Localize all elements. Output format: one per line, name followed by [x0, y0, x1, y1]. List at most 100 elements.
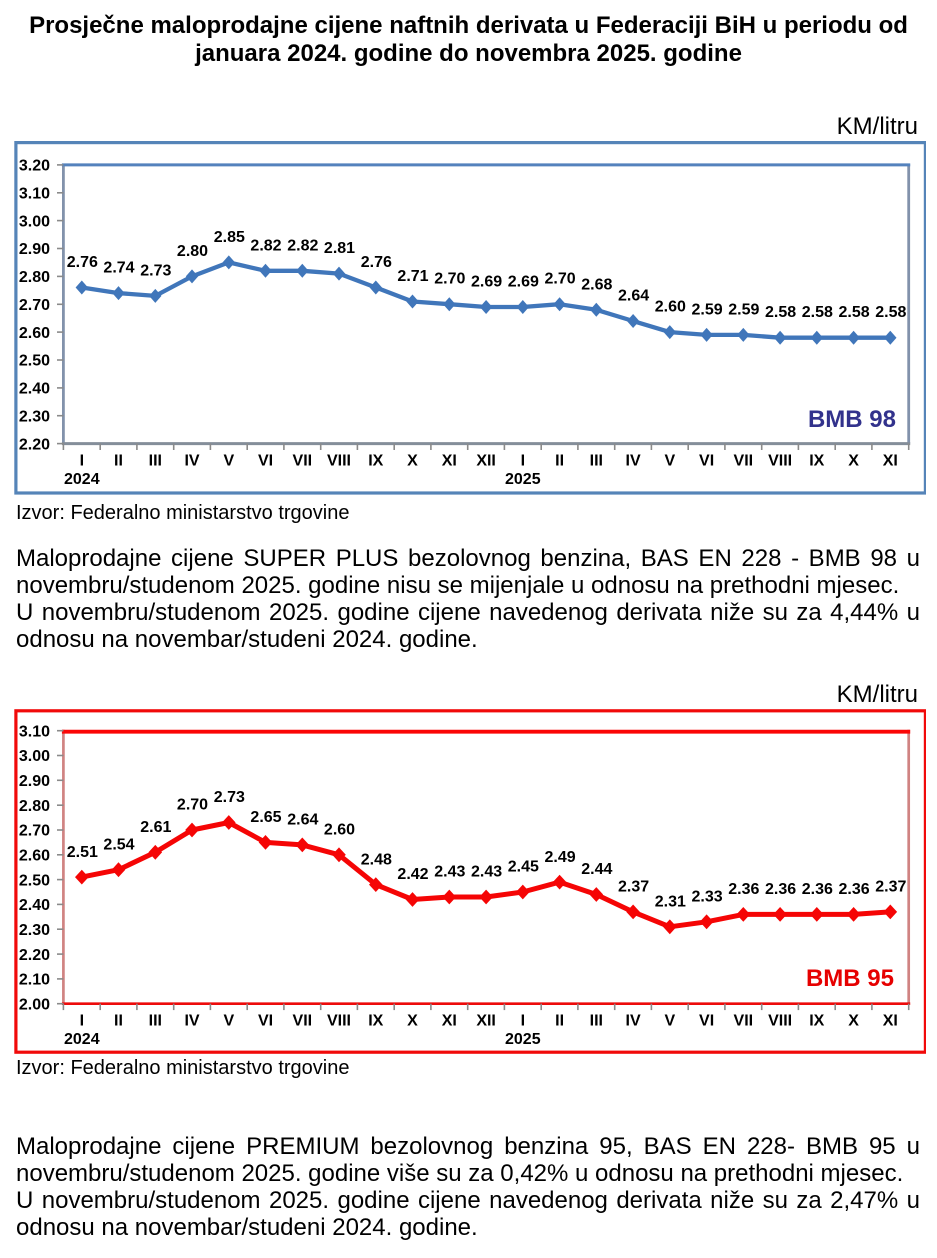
- svg-text:2025: 2025: [505, 1031, 541, 1048]
- svg-text:2.49: 2.49: [545, 849, 576, 866]
- svg-text:2.36: 2.36: [728, 881, 759, 898]
- svg-text:2.50: 2.50: [19, 872, 50, 889]
- svg-text:2.73: 2.73: [214, 789, 245, 806]
- svg-text:2.30: 2.30: [19, 408, 50, 425]
- svg-text:BMB 98: BMB 98: [808, 406, 896, 433]
- svg-text:VI: VI: [699, 1013, 714, 1030]
- svg-text:VIII: VIII: [768, 453, 792, 470]
- svg-text:2.48: 2.48: [361, 851, 392, 868]
- svg-text:2.42: 2.42: [397, 866, 428, 883]
- svg-text:XI: XI: [883, 1013, 898, 1030]
- svg-text:II: II: [555, 1013, 564, 1030]
- svg-text:VI: VI: [258, 1013, 273, 1030]
- svg-text:BMB 95: BMB 95: [806, 965, 894, 992]
- svg-text:XI: XI: [883, 453, 898, 470]
- svg-text:I: I: [80, 453, 84, 470]
- svg-text:2.36: 2.36: [765, 881, 796, 898]
- svg-text:IX: IX: [809, 453, 824, 470]
- svg-text:V: V: [664, 1013, 675, 1030]
- svg-text:2.80: 2.80: [177, 243, 208, 260]
- svg-text:2.70: 2.70: [545, 271, 576, 288]
- svg-text:2.70: 2.70: [19, 823, 50, 840]
- svg-text:X: X: [848, 1013, 859, 1030]
- svg-text:2.50: 2.50: [19, 353, 50, 370]
- svg-text:X: X: [407, 1013, 418, 1030]
- svg-text:2.60: 2.60: [324, 822, 355, 839]
- svg-text:2.44: 2.44: [581, 861, 612, 878]
- svg-text:XII: XII: [476, 1013, 496, 1030]
- svg-text:2.74: 2.74: [103, 260, 134, 277]
- svg-text:IV: IV: [184, 1013, 199, 1030]
- svg-text:V: V: [223, 453, 234, 470]
- svg-text:2.70: 2.70: [19, 297, 50, 314]
- svg-text:XII: XII: [476, 453, 496, 470]
- svg-text:2.80: 2.80: [19, 798, 50, 815]
- svg-text:VIII: VIII: [327, 1013, 351, 1030]
- svg-text:2.43: 2.43: [471, 864, 502, 881]
- svg-text:2.73: 2.73: [140, 262, 171, 279]
- svg-text:VII: VII: [734, 1013, 754, 1030]
- svg-text:V: V: [664, 453, 675, 470]
- svg-text:2.43: 2.43: [434, 864, 465, 881]
- svg-text:III: III: [149, 453, 162, 470]
- svg-text:2.61: 2.61: [140, 819, 171, 836]
- svg-text:2.80: 2.80: [19, 269, 50, 286]
- svg-text:VI: VI: [258, 453, 273, 470]
- svg-text:XI: XI: [442, 1013, 457, 1030]
- svg-text:2.71: 2.71: [397, 268, 428, 285]
- svg-text:2.40: 2.40: [19, 897, 50, 914]
- svg-text:IX: IX: [809, 1013, 824, 1030]
- svg-text:3.20: 3.20: [19, 158, 50, 175]
- svg-text:IX: IX: [368, 1013, 383, 1030]
- svg-text:2.85: 2.85: [214, 229, 245, 246]
- svg-text:VI: VI: [699, 453, 714, 470]
- svg-text:2.60: 2.60: [655, 299, 686, 316]
- svg-text:2.00: 2.00: [19, 996, 50, 1013]
- svg-text:2024: 2024: [64, 471, 100, 488]
- svg-text:II: II: [555, 453, 564, 470]
- svg-text:I: I: [80, 1013, 84, 1030]
- svg-text:2.36: 2.36: [839, 881, 870, 898]
- svg-text:VIII: VIII: [327, 453, 351, 470]
- svg-text:I: I: [521, 453, 525, 470]
- svg-text:2.76: 2.76: [361, 254, 392, 271]
- svg-text:2.20: 2.20: [19, 436, 50, 453]
- svg-text:2.69: 2.69: [471, 274, 502, 291]
- svg-text:2.70: 2.70: [434, 271, 465, 288]
- svg-text:II: II: [114, 1013, 123, 1030]
- svg-text:VII: VII: [293, 453, 313, 470]
- svg-text:VIII: VIII: [768, 1013, 792, 1030]
- svg-text:2024: 2024: [64, 1031, 100, 1048]
- svg-text:2.90: 2.90: [19, 241, 50, 258]
- svg-text:3.10: 3.10: [19, 723, 50, 740]
- svg-text:3.10: 3.10: [19, 186, 50, 203]
- svg-text:2.68: 2.68: [581, 276, 612, 293]
- svg-text:2.59: 2.59: [692, 301, 723, 318]
- svg-text:XI: XI: [442, 453, 457, 470]
- svg-text:2.69: 2.69: [508, 274, 539, 291]
- svg-text:2.82: 2.82: [250, 237, 281, 254]
- svg-text:3.00: 3.00: [19, 213, 50, 230]
- svg-text:2025: 2025: [505, 471, 541, 488]
- svg-text:VII: VII: [293, 1013, 313, 1030]
- svg-text:2.36: 2.36: [802, 881, 833, 898]
- svg-text:X: X: [848, 453, 859, 470]
- svg-text:2.31: 2.31: [655, 894, 686, 911]
- svg-text:2.45: 2.45: [508, 859, 539, 876]
- svg-text:2.90: 2.90: [19, 773, 50, 790]
- svg-text:III: III: [149, 1013, 162, 1030]
- svg-text:2.82: 2.82: [287, 237, 318, 254]
- svg-text:2.65: 2.65: [250, 809, 281, 826]
- svg-text:IX: IX: [368, 453, 383, 470]
- svg-text:2.60: 2.60: [19, 848, 50, 865]
- svg-text:2.58: 2.58: [839, 304, 870, 321]
- svg-text:2.37: 2.37: [618, 879, 649, 896]
- svg-text:III: III: [590, 453, 603, 470]
- svg-text:IV: IV: [626, 453, 641, 470]
- svg-text:VII: VII: [734, 453, 754, 470]
- svg-text:2.70: 2.70: [177, 797, 208, 814]
- svg-text:2.54: 2.54: [103, 836, 134, 853]
- svg-text:2.76: 2.76: [67, 254, 98, 271]
- svg-text:IV: IV: [626, 1013, 641, 1030]
- svg-text:2.30: 2.30: [19, 922, 50, 939]
